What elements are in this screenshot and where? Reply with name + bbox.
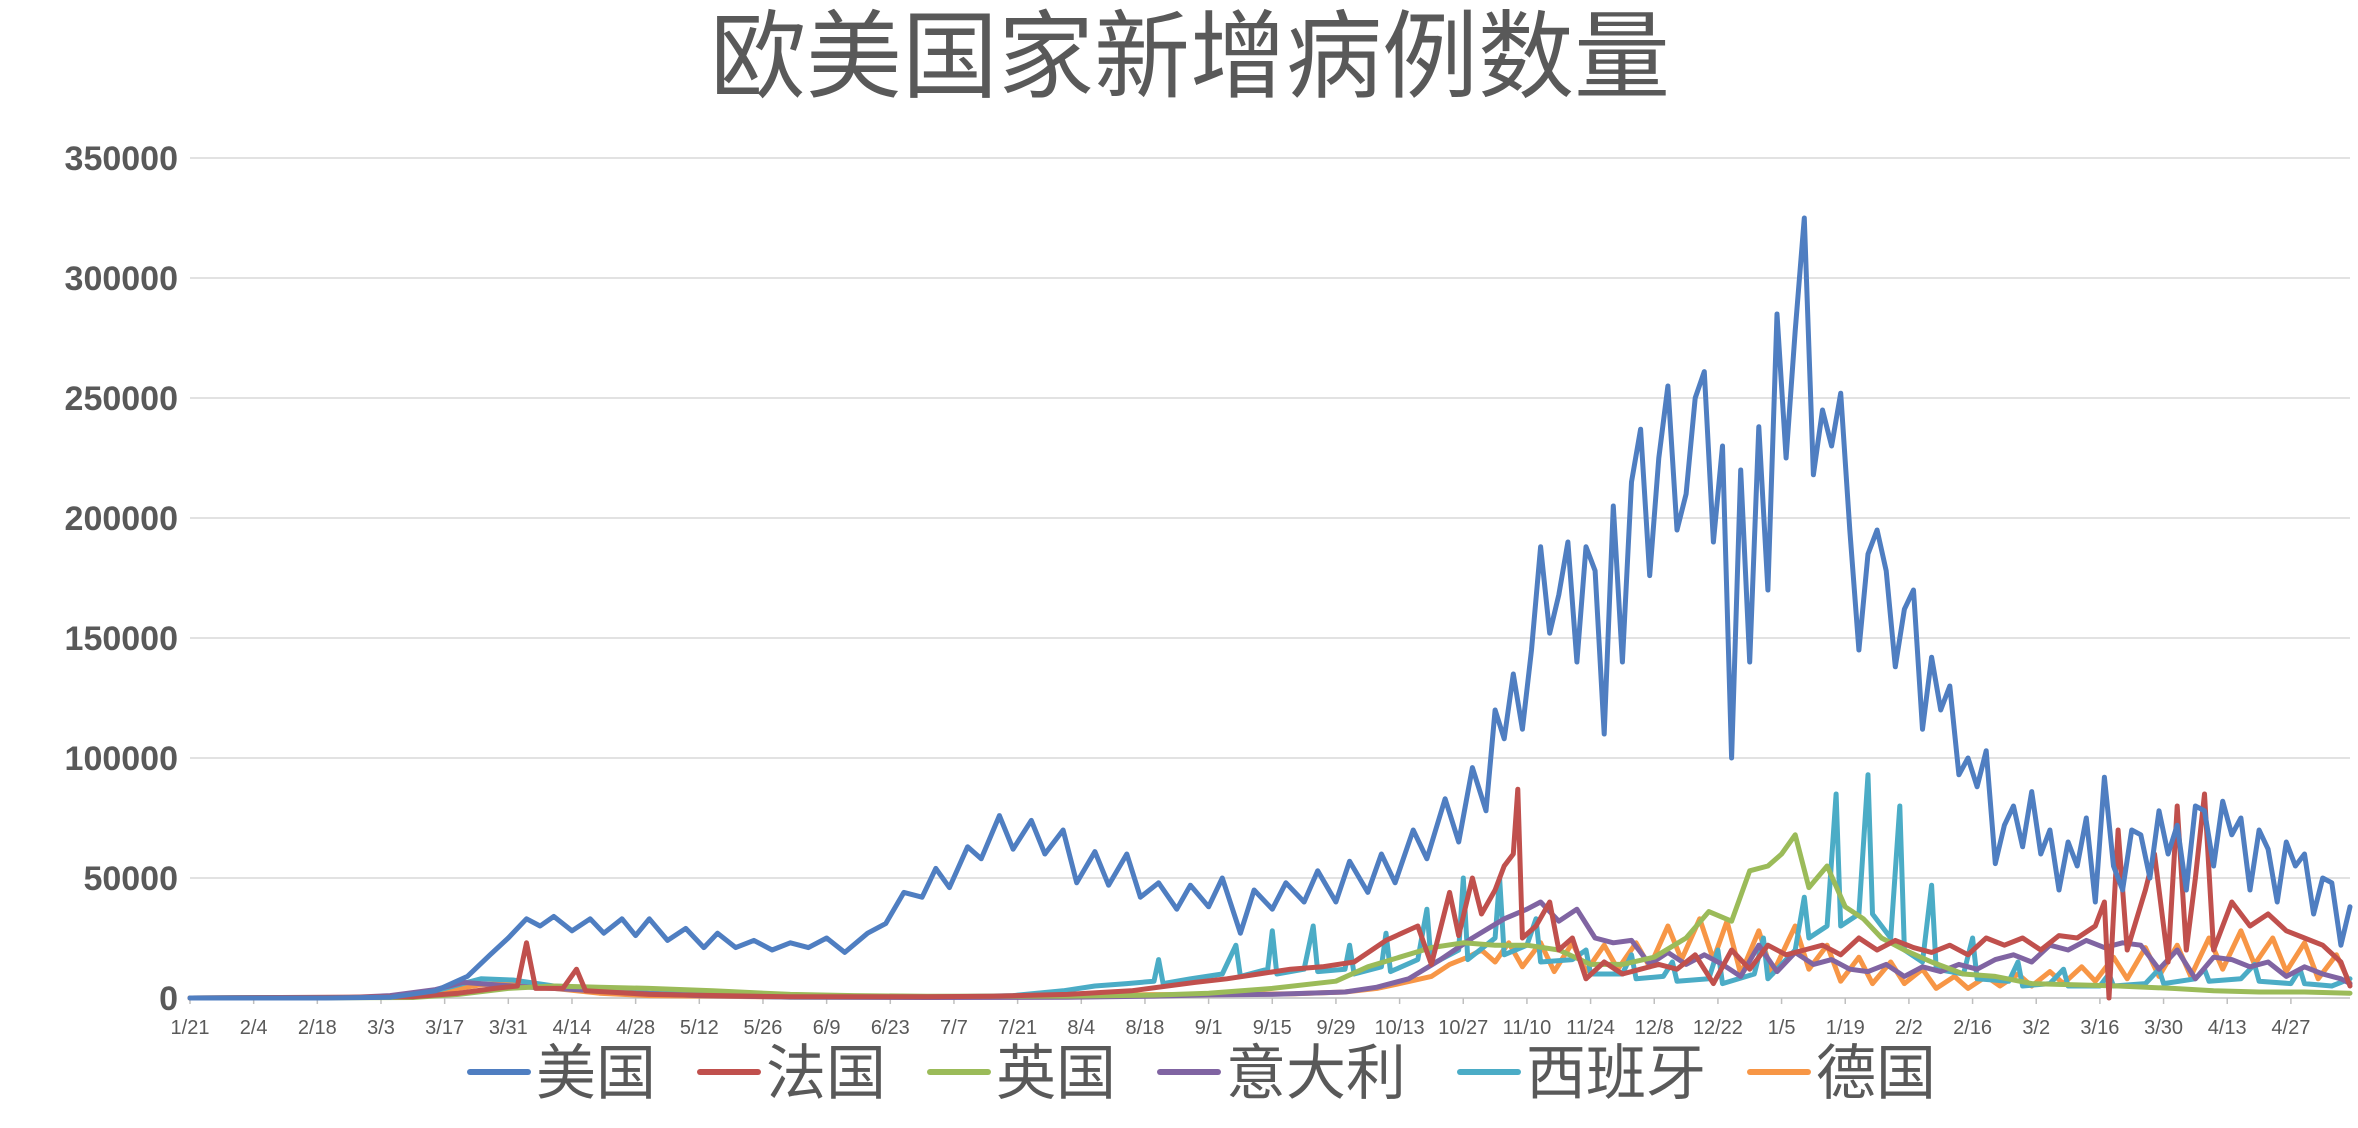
x-tick-label: 2/2 (1895, 1017, 1923, 1039)
legend-label: 英国 (996, 1039, 1116, 1109)
series-lines (187, 215, 2353, 1001)
x-tick-label: 4/27 (2271, 1017, 2310, 1039)
x-tick-label: 7/21 (998, 1017, 1037, 1039)
x-tick-label: 4/14 (553, 1017, 592, 1039)
series-line-4 (187, 772, 2353, 1001)
x-tick-label: 4/28 (616, 1017, 655, 1039)
x-tick-label: 8/18 (1125, 1017, 1164, 1039)
x-tick-label: 6/9 (813, 1017, 841, 1039)
x-tick-label: 5/26 (743, 1017, 782, 1039)
y-tick-label: 150000 (65, 620, 178, 658)
x-tick-label: 3/3 (367, 1017, 395, 1039)
legend-label: 意大利 (1226, 1039, 1406, 1109)
y-tick-label: 300000 (65, 260, 178, 298)
x-tick-label: 7/7 (940, 1017, 968, 1039)
x-tick-label: 3/31 (489, 1017, 528, 1039)
x-tick-label: 3/16 (2080, 1017, 2119, 1039)
legend-label: 法国 (766, 1039, 886, 1109)
x-tick-label: 2/16 (1953, 1017, 1992, 1039)
x-tick-label: 8/4 (1067, 1017, 1095, 1039)
x-tick-label: 1/21 (171, 1017, 210, 1039)
x-tick-label: 2/4 (240, 1017, 268, 1039)
x-tick-label: 6/23 (871, 1017, 910, 1039)
y-tick-label: 50000 (83, 860, 178, 898)
x-tick-label: 10/27 (1438, 1017, 1488, 1039)
x-tick-label: 9/1 (1195, 1017, 1223, 1039)
y-tick-label: 350000 (65, 140, 178, 178)
x-tick-label: 12/22 (1693, 1017, 1743, 1039)
x-tick-label: 3/30 (2144, 1017, 2183, 1039)
y-tick-label: 200000 (65, 500, 178, 538)
x-tick-label: 10/13 (1375, 1017, 1425, 1039)
x-tick-label: 11/24 (1566, 1017, 1615, 1039)
x-tick-label: 1/5 (1768, 1017, 1796, 1039)
gridlines (190, 157, 2350, 879)
x-tick-label: 4/13 (2208, 1017, 2247, 1039)
legend-label: 美国 (536, 1039, 656, 1109)
y-tick-label: 0 (159, 980, 178, 1018)
x-tick-label: 3/2 (2022, 1017, 2050, 1039)
x-tick-label: 9/15 (1253, 1017, 1292, 1039)
x-tick-label: 1/19 (1826, 1017, 1865, 1039)
y-tick-label: 250000 (65, 380, 178, 418)
y-axis-ticks: 0 50000 100000 150000 200000 250000 300000 3500… (65, 140, 178, 1018)
series-line-0 (187, 215, 2353, 1001)
legend: 美国 法国 英国 意大利 西班牙 德国 (467, 1039, 1936, 1109)
x-axis-ticks: 1/21 2/4 2/18 3/3 3/17 3/31 4/14 4/28 5/12 5/26 6/… (171, 998, 2310, 1039)
x-tick-label: 11/10 (1503, 1017, 1552, 1039)
chart-title: 欧美国家新增病例数量 (710, 1, 1670, 113)
x-tick-label: 3/17 (425, 1017, 464, 1039)
legend-label: 德国 (1816, 1039, 1936, 1109)
x-tick-label: 2/18 (298, 1017, 337, 1039)
x-tick-label: 12/8 (1635, 1017, 1674, 1039)
y-tick-label: 100000 (65, 740, 178, 778)
x-tick-label: 9/29 (1316, 1017, 1355, 1039)
x-tick-label: 5/12 (680, 1017, 719, 1039)
legend-label: 西班牙 (1526, 1039, 1706, 1109)
